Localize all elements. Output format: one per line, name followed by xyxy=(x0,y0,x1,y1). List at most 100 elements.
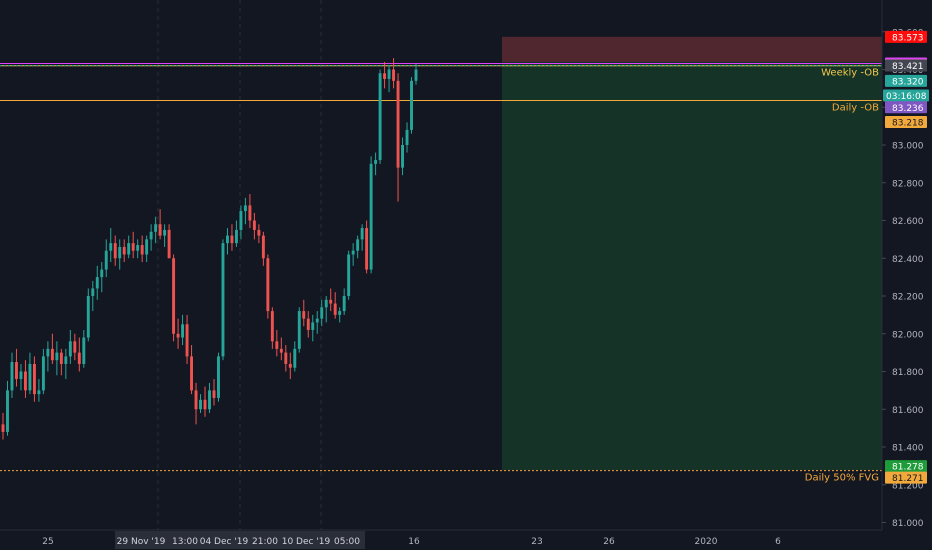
candle-body xyxy=(181,324,185,338)
price-badge-label: 83.573 xyxy=(892,33,924,43)
candle-body xyxy=(252,220,256,230)
candle-body xyxy=(333,303,337,315)
candle-body xyxy=(6,390,9,432)
time-tick-label: 10 Dec '19 xyxy=(282,537,331,547)
candle-body xyxy=(28,363,32,391)
take-profit-zone[interactable] xyxy=(502,61,882,471)
price-tick-label: 81.800 xyxy=(892,368,924,378)
price-tick-label: 82.000 xyxy=(892,330,924,340)
candle-body xyxy=(243,205,247,212)
candle-body xyxy=(50,348,54,361)
candle-body xyxy=(109,243,113,251)
candle-body xyxy=(41,356,45,391)
price-axis-background xyxy=(882,0,932,530)
candle-body xyxy=(396,80,400,168)
price-lines[interactable] xyxy=(0,62,882,472)
candle-body xyxy=(239,211,243,230)
time-tick-label: 23 xyxy=(531,537,542,547)
time-axis[interactable]: 25 29 Nov '19 13:00 04 Dec '19 21:00 10 Dec '… xyxy=(0,529,932,550)
price-line-label: Weekly -OB xyxy=(821,68,879,79)
time-tick-label: 29 Nov '19 xyxy=(117,537,166,547)
candle-body xyxy=(95,277,99,289)
candle-body xyxy=(225,235,229,244)
time-tick-label: 05:00 xyxy=(334,537,360,547)
candle-body xyxy=(185,324,189,357)
grid-lines xyxy=(157,0,322,530)
price-badge xyxy=(885,30,927,43)
candle-body xyxy=(10,362,14,391)
candle-body xyxy=(261,235,265,259)
price-badge-label: 03:16:08 xyxy=(886,92,927,102)
price-tick-label: 82.400 xyxy=(892,255,924,265)
candle-body xyxy=(19,371,23,380)
price-badge-label: 83.320 xyxy=(892,77,924,87)
price-axis[interactable]: 81.000 81.200 81.400 81.600 81.800 82.000 82.2… xyxy=(881,0,932,530)
price-badge xyxy=(885,101,927,114)
candle-body xyxy=(118,246,122,259)
candle-body xyxy=(288,363,292,368)
candle-body xyxy=(221,243,225,357)
candle-body xyxy=(329,299,333,304)
candle-body xyxy=(315,318,319,323)
position-zone[interactable] xyxy=(502,36,882,471)
candle-body xyxy=(55,352,59,361)
candle-body xyxy=(59,352,63,364)
candle-body xyxy=(279,348,283,353)
time-tick-label: 25 xyxy=(42,537,53,547)
candle-body xyxy=(127,243,131,255)
price-badge-label: 81.278 xyxy=(892,463,924,473)
candle-body xyxy=(37,390,41,395)
candle-body xyxy=(293,348,297,368)
candle-body xyxy=(145,239,149,255)
price-badge-label: 81.271 xyxy=(892,474,924,484)
candle-body xyxy=(136,245,140,251)
candle-body xyxy=(203,399,207,410)
price-tick-label: 81.200 xyxy=(892,481,924,491)
candle-body xyxy=(131,243,135,251)
candle-body xyxy=(311,322,315,330)
candle-body xyxy=(64,356,68,364)
candle-body xyxy=(284,352,288,364)
price-tick-label: 82.600 xyxy=(892,217,924,227)
candle-body xyxy=(23,371,27,391)
candle-body xyxy=(297,311,301,349)
candle-body xyxy=(234,229,238,244)
candle-body xyxy=(401,145,404,168)
time-tick-label: 16 xyxy=(408,537,420,547)
stop-loss-zone[interactable] xyxy=(502,36,882,62)
candle-body xyxy=(257,229,261,236)
candle-body xyxy=(199,399,202,410)
candle-body xyxy=(140,245,144,255)
time-tick-label: 6 xyxy=(775,537,781,547)
candle-body xyxy=(190,356,194,391)
candle-body xyxy=(347,254,351,296)
candle-body xyxy=(378,73,382,161)
candle-body xyxy=(158,224,162,236)
candle-body xyxy=(149,231,153,240)
candle-body xyxy=(342,296,346,312)
price-badge xyxy=(885,74,927,87)
candle-body xyxy=(365,228,369,270)
candle-body xyxy=(248,205,252,221)
candle-body xyxy=(405,129,409,145)
candle-body xyxy=(383,73,387,79)
candle-body xyxy=(113,243,117,259)
candle-body xyxy=(154,224,158,232)
candle-body xyxy=(369,163,373,270)
candle-body xyxy=(392,69,396,81)
price-badge-label: 83.218 xyxy=(892,118,924,128)
price-tick-label: 81.400 xyxy=(892,444,924,454)
candle-body xyxy=(163,229,167,236)
candle-body xyxy=(176,333,180,338)
candle-body xyxy=(410,80,413,130)
price-tick-label: 81.000 xyxy=(892,519,924,529)
price-tick-label: 81.600 xyxy=(892,406,924,416)
candle-body xyxy=(230,235,234,244)
candle-body xyxy=(338,311,342,315)
price-tick-label: 82.800 xyxy=(892,179,924,189)
time-tick-label: 13:00 xyxy=(172,537,198,547)
candle-body xyxy=(167,229,171,259)
candle-body xyxy=(320,307,324,319)
